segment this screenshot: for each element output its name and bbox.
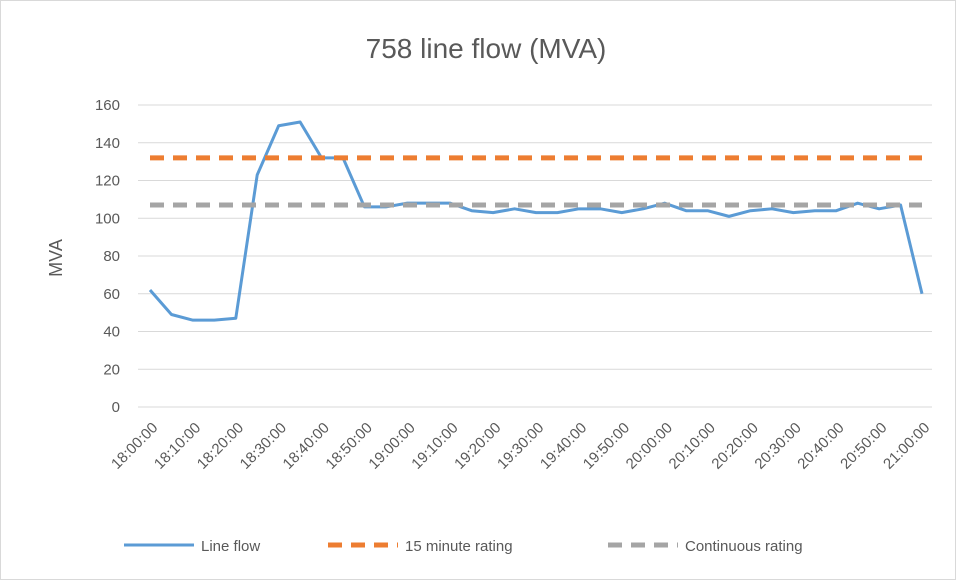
y-tick-label: 120 [95,173,120,190]
y-tick-label: 20 [103,361,120,378]
y-tick-label: 0 [112,399,120,416]
y-tick-label: 140 [95,135,120,152]
y-tick-label: 40 [103,324,120,341]
y-axis-label: MVA [46,239,66,277]
chart-title: 758 line flow (MVA) [366,33,607,64]
legend-label: Line flow [201,538,260,555]
y-tick-label: 100 [95,210,120,227]
series-line [148,120,924,322]
legend-label: Continuous rating [685,538,803,555]
y-tick-label: 160 [95,97,120,114]
y-tick-label: 80 [103,248,120,265]
y-tick-label: 60 [103,286,120,303]
legend-label: 15 minute rating [405,538,513,555]
